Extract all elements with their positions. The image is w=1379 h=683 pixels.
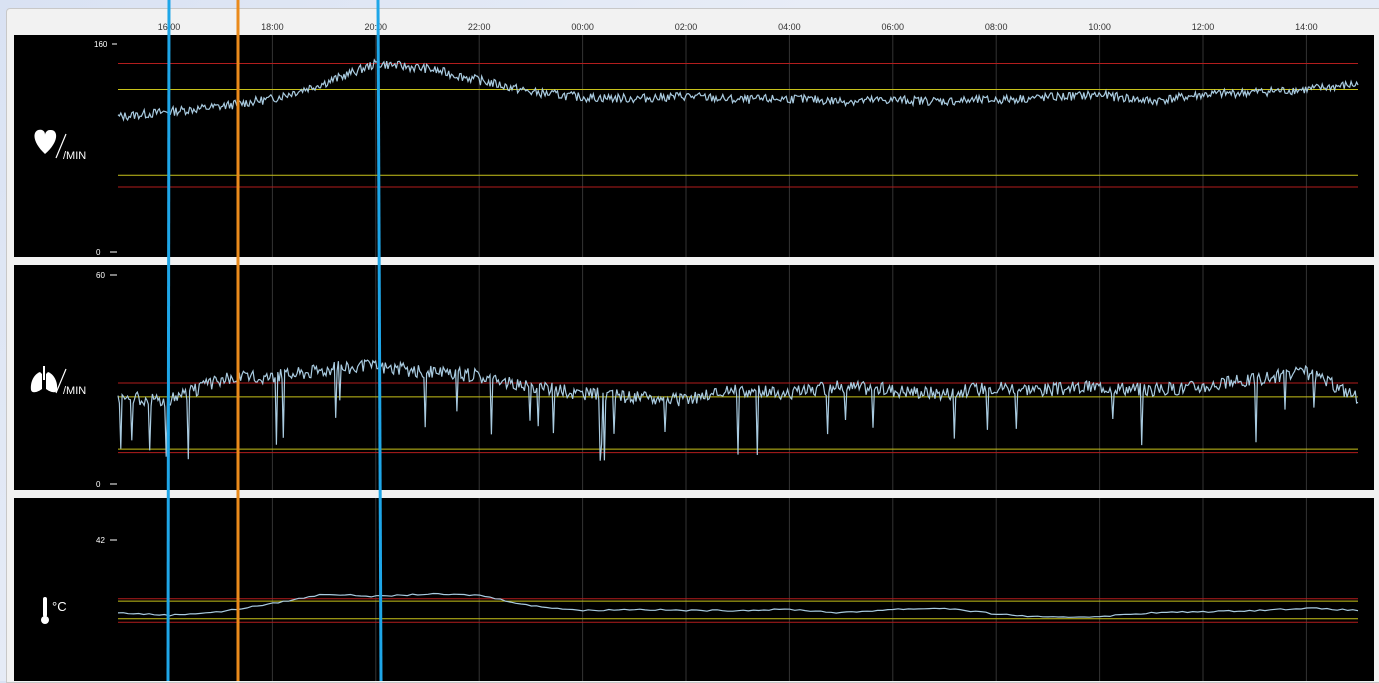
temp-panel-background <box>14 498 1374 681</box>
time-tick-label: 08:00 <box>985 22 1008 32</box>
time-tick-label: 06:00 <box>882 22 905 32</box>
heart-y-min-label: 0 <box>96 248 101 257</box>
resp-y-min-label: 0 <box>96 480 101 489</box>
respiration-trace <box>117 358 1359 461</box>
temperature-panel: 42 °C <box>14 498 1374 681</box>
time-tick-label: 00:00 <box>571 22 594 32</box>
heart-thresholds <box>118 63 1358 188</box>
resp-unit-label: /MIN <box>63 385 86 397</box>
temp-y-max-label: 42 <box>96 536 105 545</box>
time-tick-label: 10:00 <box>1088 22 1111 32</box>
lungs-icon <box>30 366 58 393</box>
heart-y-max-label: 160 <box>94 40 108 49</box>
time-tick-label: 14:00 <box>1295 22 1318 32</box>
resp-panel-background <box>14 265 1374 490</box>
temp-thresholds <box>118 598 1358 623</box>
resp-y-max-label: 60 <box>96 271 105 280</box>
temperature-trace <box>117 592 1359 618</box>
heart-rate-trace <box>117 58 1359 122</box>
heart-unit-label: /MIN <box>63 150 86 162</box>
per-slash-icon <box>55 368 67 394</box>
heart-panel-background <box>14 35 1374 257</box>
time-tick-label: 12:00 <box>1192 22 1215 32</box>
respiration-panel: 60 0 /MIN <box>14 265 1374 490</box>
time-tick-label: 20:00 <box>365 22 388 32</box>
temp-unit-label: °C <box>52 599 67 614</box>
per-slash-icon <box>55 133 67 159</box>
time-tick-label: 04:00 <box>778 22 801 32</box>
thermometer-icon <box>41 597 49 624</box>
cursor-line-blue-right[interactable] <box>376 0 383 681</box>
heart-icon <box>34 129 57 154</box>
time-tick-label: 18:00 <box>261 22 284 32</box>
heart-rate-panel: 160 0 /MIN <box>14 35 1374 257</box>
time-tick-label: 22:00 <box>468 22 491 32</box>
time-axis-labels: 16:0018:0020:0022:0000:0002:0004:0006:00… <box>158 22 1318 32</box>
time-tick-label: 02:00 <box>675 22 698 32</box>
cursor-line-blue-left[interactable] <box>166 0 171 681</box>
